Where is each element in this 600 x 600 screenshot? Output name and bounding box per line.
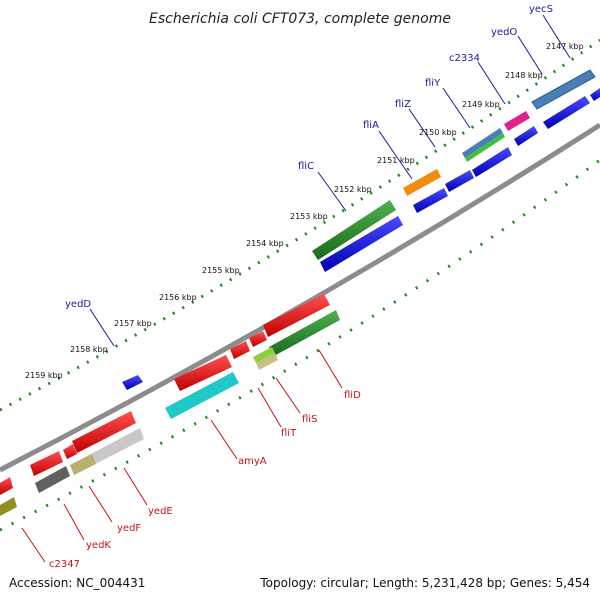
orf-arrow[interactable] [122, 375, 143, 390]
gene-fliS-b[interactable] [230, 341, 250, 359]
gene-c2347[interactable] [0, 497, 17, 516]
gene-amyA[interactable] [165, 372, 239, 419]
gene-fliD-red[interactable] [263, 294, 330, 337]
gene-label[interactable]: yedE [148, 506, 173, 517]
gene-label[interactable]: c2334 [449, 53, 480, 64]
orf-arrow[interactable] [445, 170, 474, 192]
gene-label[interactable]: c2347 [49, 559, 80, 570]
inner-tick-track [0, 158, 600, 532]
kbp-tick-labels: 2147 kbp 2148 kbp 2149 kbp 2150 kbp 2151… [25, 42, 584, 380]
orf-arrow[interactable] [320, 216, 403, 272]
kbp-tick-label: 2150 kbp [419, 128, 457, 137]
kbp-tick-label: 2153 kbp [290, 212, 328, 221]
kbp-tick-label: 2157 kbp [114, 319, 152, 328]
gene-fliY-segment [465, 133, 505, 162]
kbp-tick-label: 2156 kbp [159, 293, 197, 302]
gene-label[interactable]: fliA [363, 120, 379, 131]
orf-arrow[interactable] [413, 188, 448, 213]
forward-strand-genes [312, 69, 596, 260]
gene-label[interactable]: yedO [491, 27, 517, 38]
gene-fliT[interactable] [253, 347, 275, 363]
bottom-leader-lines [21, 349, 343, 563]
gene-yedK[interactable] [35, 466, 70, 493]
kbp-tick-label: 2149 kbp [462, 100, 500, 109]
gene-label[interactable]: fliZ [395, 99, 411, 110]
orf-arrow[interactable] [543, 96, 590, 129]
gene-label[interactable]: fliC [298, 161, 314, 172]
orf-arrow[interactable] [590, 88, 600, 101]
gene-fliC[interactable] [312, 200, 396, 260]
gene-label[interactable]: yedF [117, 523, 141, 534]
gene-label[interactable]: yecS [529, 4, 553, 15]
map-title: Escherichia coli CFT073, complete genome [149, 11, 451, 27]
reverse-strand-genes [0, 294, 340, 516]
outer-tick-track [0, 38, 600, 412]
gene-edge-red[interactable] [0, 477, 13, 495]
gene-label[interactable]: fliT [281, 428, 297, 439]
gene-label[interactable]: fliY [425, 78, 441, 89]
kbp-tick-label: 2159 kbp [25, 371, 63, 380]
gene-yedE[interactable] [72, 411, 136, 453]
gene-label[interactable]: yedK [86, 540, 111, 551]
gene-yedF-b [70, 454, 96, 475]
genome-backbone [0, 122, 600, 473]
accession-text: Accession: NC_004431 [9, 576, 145, 590]
orf-arrow[interactable] [472, 147, 512, 177]
gene-label[interactable]: fliS [302, 414, 317, 425]
kbp-tick-label: 2155 kbp [202, 266, 240, 275]
gene-c2347-red[interactable] [30, 451, 63, 476]
kbp-tick-label: 2147 kbp [546, 42, 584, 51]
gene-fliS[interactable] [249, 331, 267, 347]
top-gene-labels: yecS yedO c2334 fliY fliZ fliA fliC yedD [65, 4, 553, 310]
kbp-tick-label: 2151 kbp [377, 156, 415, 165]
gene-label[interactable]: yedD [65, 299, 91, 310]
gene-fliT-b [256, 353, 278, 370]
gene-fliY[interactable] [462, 128, 503, 158]
gene-amyA-red[interactable] [174, 355, 232, 391]
gene-label[interactable]: amyA [238, 456, 267, 467]
gene-yedO[interactable] [531, 69, 596, 110]
kbp-tick-label: 2152 kbp [334, 185, 372, 194]
bottom-gene-labels: fliD fliS fliT amyA yedE yedF yedK c2347 [49, 390, 361, 570]
kbp-tick-label: 2158 kbp [70, 345, 108, 354]
gene-fliD[interactable] [269, 310, 340, 356]
gene-c2334[interactable] [504, 111, 530, 131]
gene-label[interactable]: fliD [344, 390, 361, 401]
gene-fliZ[interactable] [403, 169, 441, 196]
kbp-tick-label: 2154 kbp [246, 239, 284, 248]
gene-yedK-red[interactable] [63, 444, 77, 459]
topology-text: Topology: circular; Length: 5,231,428 bp… [259, 576, 590, 590]
top-leader-lines [89, 14, 571, 347]
blue-strand-arrows [122, 88, 600, 390]
kbp-tick-label: 2148 kbp [505, 71, 543, 80]
orf-arrow[interactable] [514, 126, 538, 146]
